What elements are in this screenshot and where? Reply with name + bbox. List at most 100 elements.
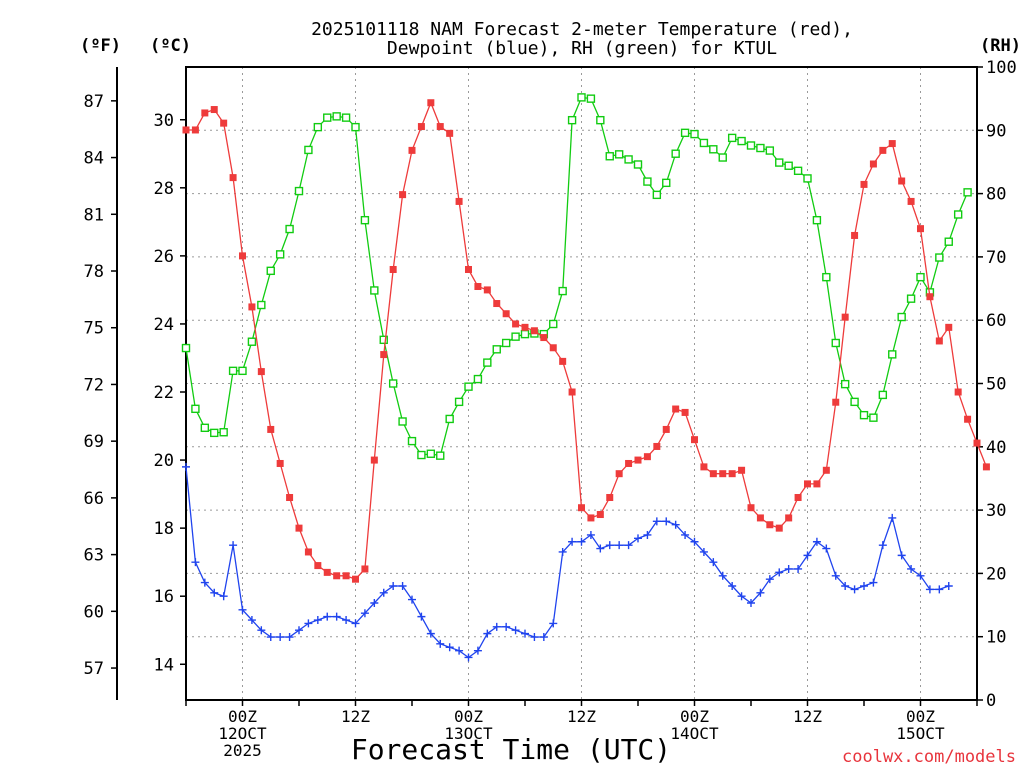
celsius-tick-label: 16: [154, 587, 174, 607]
rh-point: [709, 145, 718, 154]
fahrenheit-tick-label: 87: [84, 92, 104, 112]
temperature-point: [634, 456, 642, 464]
rh-point: [275, 250, 285, 259]
rh-point: [652, 190, 662, 200]
temperature-series: [182, 99, 990, 583]
temperature-point: [333, 572, 341, 580]
celsius-tick-label: 22: [154, 383, 174, 403]
rh-tick-label: 30: [986, 501, 1006, 521]
dewpoint-point: [332, 612, 341, 621]
rh-point: [784, 161, 793, 170]
dewpoint-point: [728, 581, 737, 590]
dewpoint-point: [229, 541, 238, 550]
fahrenheit-tick-label: 63: [84, 546, 104, 566]
dewpoint-point: [577, 537, 586, 546]
dewpoint-point: [803, 551, 812, 560]
temperature-point: [210, 106, 218, 114]
dewpoint-point: [445, 643, 454, 652]
temperature-point: [342, 572, 350, 580]
rh-tick-label: 20: [986, 564, 1006, 584]
x-tick-label: 00Z: [906, 707, 935, 726]
dewpoint-point: [370, 599, 379, 608]
rh-point: [285, 224, 294, 234]
dewpoint-point: [257, 626, 266, 635]
rh-point: [407, 436, 417, 446]
rh-tick-label: 60: [986, 311, 1006, 331]
dewpoint-point: [483, 629, 492, 638]
dewpoint-point: [812, 537, 821, 546]
rh-point: [803, 174, 812, 183]
dewpoint-point: [247, 616, 256, 625]
temperature-point: [596, 511, 604, 519]
rh-point: [869, 413, 878, 422]
dewpoint-point: [747, 599, 755, 608]
dewpoint-point: [586, 530, 595, 539]
rh-point: [191, 404, 200, 414]
rh-point: [426, 449, 436, 458]
rh-point: [935, 253, 944, 262]
dewpoint-point: [850, 585, 859, 594]
dewpoint-point: [182, 462, 190, 471]
rh-point: [765, 146, 775, 155]
temperature-point: [257, 368, 265, 376]
x-tick-label: 12Z: [793, 707, 822, 726]
rh-point: [388, 379, 398, 388]
rh-point: [916, 272, 925, 282]
grid-lines: [186, 67, 977, 700]
rh-point: [680, 128, 690, 138]
temperature-point: [436, 123, 444, 131]
rh-point: [953, 210, 963, 219]
rh-tick-label: 10: [986, 628, 1006, 648]
temperature-point: [709, 470, 717, 478]
x-tick-label: 12Z: [567, 707, 596, 726]
x-tick-label: 00Z: [454, 707, 483, 726]
dewpoint-point: [869, 578, 878, 587]
rh-point: [247, 337, 257, 346]
fahrenheit-tick-label: 66: [84, 489, 104, 509]
rh-point: [614, 150, 624, 159]
dewpoint-point: [558, 547, 567, 556]
x-tick-label: 00Z: [680, 707, 709, 726]
temperature-point: [370, 456, 378, 464]
temperature-point: [879, 146, 887, 154]
rh-tick-label: 40: [986, 438, 1006, 458]
temperature-point: [822, 466, 830, 474]
temperature-point: [615, 470, 623, 478]
dewpoint-point: [831, 571, 840, 580]
rh-point: [888, 350, 897, 359]
dewpoint-point: [455, 646, 464, 655]
celsius-tick-label: 14: [154, 655, 174, 675]
rh-point: [341, 113, 351, 122]
fahrenheit-tick-label: 69: [84, 432, 104, 452]
rh-tick-label: 80: [986, 185, 1006, 205]
rh-point: [727, 133, 737, 143]
dewpoint-point: [360, 609, 369, 618]
rh-point: [304, 145, 313, 155]
temperature-point: [568, 388, 576, 396]
dewpoint-point: [935, 585, 944, 594]
temperature-point: [540, 334, 548, 342]
dewpoint-point: [351, 619, 360, 628]
temperature-point: [982, 463, 990, 471]
rh-point: [351, 122, 360, 132]
dewpoint-point: [605, 541, 614, 550]
temperature-point: [643, 453, 651, 461]
rh-point: [633, 160, 643, 169]
celsius-tick-label: 28: [154, 179, 174, 199]
chart-title-line-2: Dewpoint (blue), RH (green) for KTUL: [387, 38, 777, 59]
temperature-point: [841, 313, 849, 321]
rh-point: [379, 335, 388, 345]
dewpoint-point: [266, 633, 275, 642]
temperature-point: [813, 480, 821, 488]
temperature-point: [314, 562, 322, 570]
x-tick-label: 15OCT: [896, 724, 945, 743]
rh-point: [643, 177, 652, 186]
rh-point: [238, 366, 247, 376]
rh-tick-label: 0: [986, 691, 996, 711]
dewpoint-point: [615, 541, 624, 550]
temperature-point: [465, 265, 472, 273]
rh-point: [662, 178, 671, 188]
fahrenheit-tick-label: 84: [84, 149, 104, 169]
dewpoint-point: [888, 513, 897, 522]
temperature-point: [191, 126, 199, 134]
